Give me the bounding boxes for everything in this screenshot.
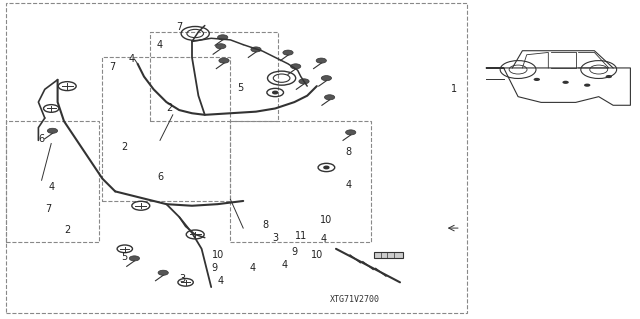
Text: 4: 4 [250, 263, 256, 273]
Text: 4: 4 [128, 54, 134, 64]
Bar [150, 32, 278, 121]
Text: 4: 4 [282, 260, 288, 270]
Circle shape [346, 130, 356, 135]
Text: 4: 4 [346, 180, 352, 190]
Text: 4: 4 [157, 40, 163, 50]
Bar [230, 121, 371, 242]
Circle shape [158, 270, 168, 275]
Circle shape [251, 47, 261, 52]
Text: 7: 7 [45, 204, 51, 214]
Circle shape [129, 256, 140, 261]
Text: 8: 8 [262, 220, 269, 230]
Text: 7: 7 [176, 22, 182, 32]
Text: 10: 10 [310, 250, 323, 260]
Circle shape [563, 81, 569, 84]
Circle shape [291, 64, 301, 69]
Circle shape [216, 44, 226, 49]
Text: 6: 6 [38, 134, 45, 144]
Circle shape [47, 128, 58, 133]
Text: 4: 4 [218, 276, 224, 286]
Circle shape [584, 84, 591, 87]
Circle shape [299, 79, 309, 84]
Text: 5: 5 [122, 252, 128, 262]
Circle shape [534, 78, 540, 81]
Text: 9: 9 [211, 263, 218, 273]
Text: 3: 3 [272, 233, 278, 243]
Circle shape [324, 95, 335, 100]
Text: 2: 2 [166, 103, 173, 114]
Bar [102, 57, 230, 201]
Text: 9: 9 [291, 247, 298, 257]
Text: 6: 6 [157, 172, 163, 182]
Circle shape [218, 35, 228, 40]
Circle shape [283, 50, 293, 55]
Text: 5: 5 [237, 83, 243, 93]
Text: 3: 3 [179, 274, 186, 284]
Text: 2: 2 [122, 142, 128, 152]
Circle shape [219, 58, 229, 63]
Text: 2: 2 [64, 225, 70, 235]
Circle shape [316, 58, 326, 63]
Circle shape [321, 76, 332, 81]
Text: 11: 11 [294, 231, 307, 241]
Bar [6, 3, 467, 313]
Circle shape [324, 166, 329, 169]
Bar [374, 252, 403, 258]
Circle shape [605, 75, 612, 78]
Text: 8: 8 [346, 146, 352, 157]
Text: 4: 4 [48, 182, 54, 192]
Text: 10: 10 [211, 250, 224, 260]
Text: 7: 7 [109, 62, 115, 72]
Text: 4: 4 [320, 234, 326, 244]
Text: XTG71V2700: XTG71V2700 [330, 295, 380, 304]
Text: 1: 1 [451, 84, 458, 94]
Bar [6, 121, 99, 242]
Circle shape [273, 91, 278, 94]
Text: 10: 10 [320, 215, 333, 225]
